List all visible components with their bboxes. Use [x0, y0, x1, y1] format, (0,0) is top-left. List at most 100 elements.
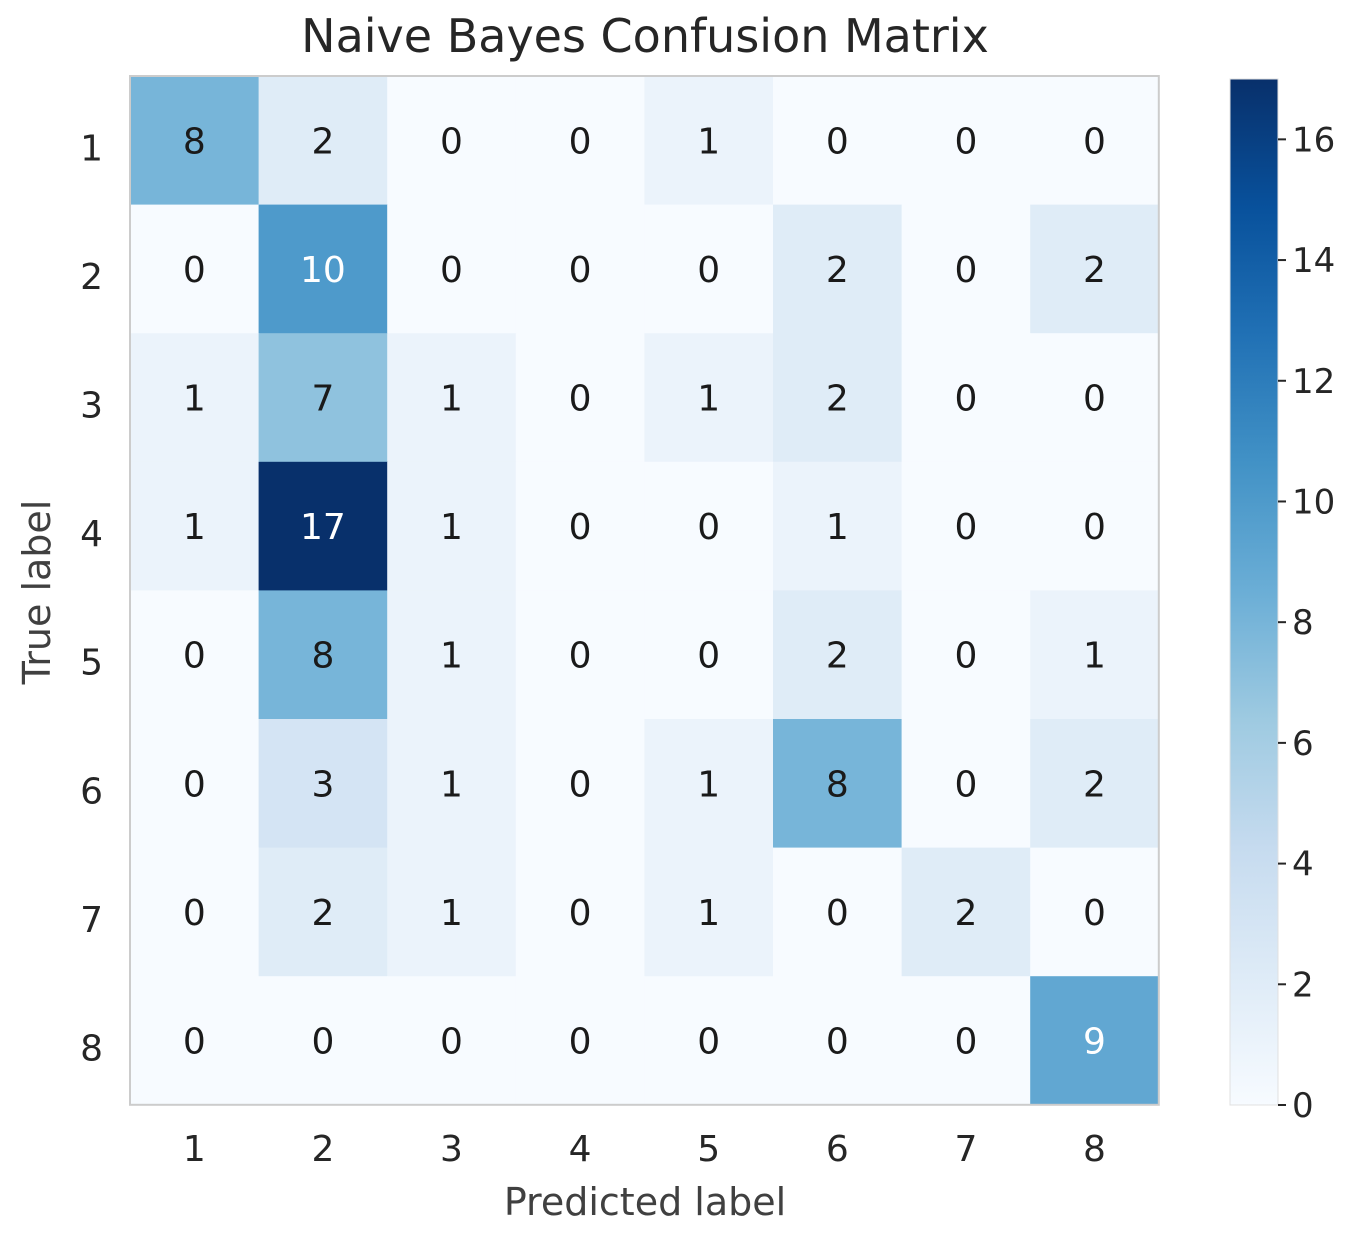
heatmap-cells: 8 2 0 0 1 0 0 00 10 0 0 0 2 0 21 7 1 0 1 2 0 01 17 1 0 0 1 0 00 8 1 0 0 2…	[130, 76, 1160, 1106]
heatmap-cell	[773, 847, 903, 977]
cell-value-label: 0	[569, 636, 592, 677]
heatmap-cell	[515, 76, 645, 206]
cell-value-label: 1	[183, 379, 206, 420]
cell-value-label: 0	[440, 250, 463, 291]
heatmap-cell	[130, 333, 260, 463]
heatmap-cell	[901, 333, 1031, 463]
y-tick-labels: 1 2 3 4 5 6 7 8	[80, 128, 103, 1069]
y-tick-label: 6	[80, 771, 103, 812]
cell-value-label: 0	[954, 379, 977, 420]
heatmap-cell	[387, 76, 517, 206]
heatmap-cell	[773, 719, 903, 849]
cell-value-label: 0	[183, 250, 206, 291]
heatmap-cell	[387, 333, 517, 463]
cell-value-label: 8	[183, 121, 206, 162]
cell-value-label: 0	[954, 636, 977, 677]
heatmap-cell	[901, 590, 1031, 720]
heatmap-cell	[901, 847, 1031, 977]
cell-value-label: 2	[1083, 764, 1106, 805]
heatmap-cell	[258, 333, 388, 463]
chart-title: Naive Bayes Confusion Matrix	[301, 9, 989, 63]
cell-value-label: 1	[440, 379, 463, 420]
heatmap-cell	[644, 976, 774, 1106]
cell-value-label: 2	[826, 250, 849, 291]
heatmap-cell	[258, 847, 388, 977]
cell-value-label: 0	[826, 1022, 849, 1063]
heatmap-cell	[773, 976, 903, 1106]
colorbar-tick-label: 16	[1292, 120, 1335, 160]
cell-value-label: 1	[697, 379, 720, 420]
heatmap-cell	[644, 590, 774, 720]
cell-value-label: 0	[1083, 507, 1106, 548]
cell-value-label: 9	[1083, 1022, 1106, 1063]
cell-value-label: 0	[1083, 379, 1106, 420]
heatmap-cell	[515, 461, 645, 591]
cell-value-label: 0	[183, 1022, 206, 1063]
cell-value-label: 0	[1083, 893, 1106, 934]
y-tick-label: 4	[80, 514, 103, 555]
cell-value-label: 0	[697, 250, 720, 291]
cell-value-label: 0	[183, 636, 206, 677]
cell-value-label: 7	[311, 379, 334, 420]
heatmap-cell	[258, 976, 388, 1106]
heatmap-cell	[258, 76, 388, 206]
cell-value-label: 1	[697, 893, 720, 934]
heatmap-cell	[1030, 590, 1160, 720]
cell-value-label: 0	[569, 1022, 592, 1063]
heatmap-cell	[644, 76, 774, 206]
cell-value-label: 0	[1083, 121, 1106, 162]
cell-value-label: 0	[697, 1022, 720, 1063]
heatmap-cell	[387, 719, 517, 849]
heatmap-cell	[901, 719, 1031, 849]
heatmap-cell	[901, 976, 1031, 1106]
colorbar-tick-label: 0	[1292, 1086, 1314, 1126]
heatmap-cell	[515, 204, 645, 334]
x-tick-label: 8	[1083, 1129, 1106, 1170]
heatmap-cell	[1030, 461, 1160, 591]
heatmap-cell	[644, 204, 774, 334]
heatmap-cell	[644, 461, 774, 591]
heatmap-cell	[130, 719, 260, 849]
cell-value-label: 1	[183, 507, 206, 548]
heatmap-cell	[1030, 76, 1160, 206]
heatmap-cell	[1030, 719, 1160, 849]
heatmap-cell	[901, 204, 1031, 334]
colorbar-tick-label: 14	[1292, 241, 1335, 281]
cell-value-label: 1	[440, 507, 463, 548]
heatmap-cell	[515, 847, 645, 977]
heatmap-cell	[387, 847, 517, 977]
cell-value-label: 1	[440, 764, 463, 805]
cell-value-label: 0	[569, 893, 592, 934]
heatmap-cell	[515, 590, 645, 720]
heatmap-cell	[773, 333, 903, 463]
heatmap-cell	[258, 204, 388, 334]
heatmap-cell	[258, 461, 388, 591]
x-tick-labels: 1 2 3 4 5 6 7 8	[183, 1129, 1106, 1170]
cell-value-label: 0	[569, 250, 592, 291]
heatmap-cell	[130, 204, 260, 334]
heatmap-cell	[258, 590, 388, 720]
x-tick-label: 4	[569, 1129, 592, 1170]
heatmap-cell	[515, 719, 645, 849]
colorbar-tick-label: 2	[1292, 965, 1314, 1005]
heatmap-frame	[129, 75, 1160, 1106]
cell-value-label: 1	[697, 764, 720, 805]
heatmap-cell	[130, 461, 260, 591]
heatmap-cell	[1030, 976, 1160, 1106]
x-tick-label: 2	[311, 1129, 334, 1170]
cell-value-label: 0	[569, 121, 592, 162]
heatmap-cell	[644, 719, 774, 849]
y-tick-label: 5	[80, 643, 103, 684]
cell-value-label: 0	[954, 507, 977, 548]
heatmap-cell	[773, 590, 903, 720]
cell-value-label: 1	[440, 893, 463, 934]
heatmap-cell	[515, 976, 645, 1106]
cell-value-label: 0	[826, 121, 849, 162]
cell-value-label: 0	[183, 764, 206, 805]
heatmap-cell	[901, 76, 1031, 206]
cell-value-label: 0	[311, 1022, 334, 1063]
colorbar-tick-label: 12	[1292, 362, 1335, 402]
cell-value-label: 0	[569, 764, 592, 805]
colorbar-ticks: 0 2 4 6 8 10 12 14 16	[1278, 120, 1335, 1126]
colorbar	[1229, 78, 1279, 1106]
